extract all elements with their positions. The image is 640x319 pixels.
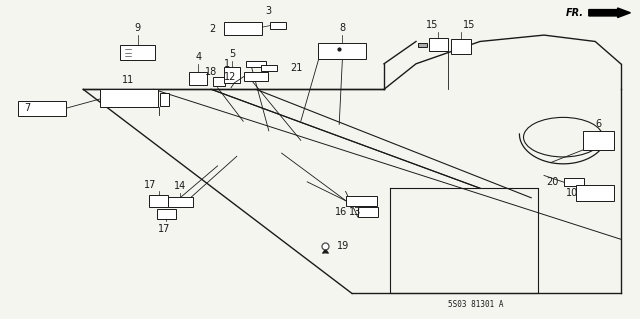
Text: 17: 17 [144,180,157,190]
Bar [261,65,276,71]
Text: 20: 20 [547,177,559,187]
Text: 9: 9 [134,24,141,33]
Bar [120,45,155,60]
Text: 15: 15 [463,20,476,30]
Text: 15: 15 [426,20,438,30]
Text: 5: 5 [229,49,236,59]
Bar [149,195,168,207]
Text: 8: 8 [339,24,346,33]
Text: 7: 7 [24,103,31,114]
Bar [225,67,241,83]
Text: 21: 21 [290,63,302,73]
Text: 1: 1 [224,59,230,69]
Text: 6: 6 [595,119,602,129]
Bar [157,209,176,219]
Text: 11: 11 [122,75,134,85]
Bar [319,43,366,59]
Bar [270,22,287,29]
Text: 14: 14 [174,182,187,191]
Bar [418,43,427,47]
Bar [168,197,193,207]
Bar [564,178,584,186]
Text: 19: 19 [337,241,349,251]
Text: 2: 2 [209,24,215,34]
Text: 12: 12 [225,71,237,82]
Bar [583,131,614,150]
Bar [189,72,207,85]
Text: 18: 18 [205,67,218,77]
Bar [213,77,225,86]
Bar [160,93,170,106]
Bar [358,207,378,217]
FancyArrow shape [589,8,630,18]
Bar [224,22,262,35]
Bar [451,39,471,54]
Bar [244,72,268,81]
Text: 5S03 81301 A: 5S03 81301 A [448,300,504,309]
Text: 3: 3 [266,6,272,16]
Bar [100,90,158,107]
Text: 10: 10 [566,188,578,198]
Bar [18,101,66,116]
Bar [576,185,614,201]
Text: 16: 16 [335,207,348,217]
Bar [429,38,448,51]
Bar [246,61,266,67]
Text: FR.: FR. [566,8,584,18]
Text: 17: 17 [157,224,170,234]
Text: 13: 13 [349,207,362,217]
Bar [346,196,377,206]
Text: 4: 4 [195,52,202,62]
